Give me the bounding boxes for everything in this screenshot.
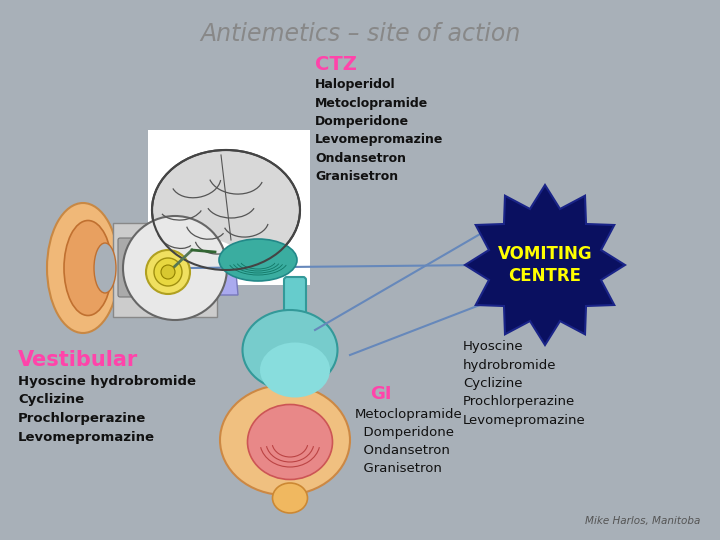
Polygon shape [465,185,625,345]
Ellipse shape [243,310,338,390]
Ellipse shape [64,220,112,315]
Text: CTZ: CTZ [315,55,357,74]
Text: Mike Harlos, Manitoba: Mike Harlos, Manitoba [585,516,700,526]
Ellipse shape [94,243,116,293]
FancyBboxPatch shape [284,277,306,343]
Text: Antiemetics – site of action: Antiemetics – site of action [200,22,520,46]
Ellipse shape [260,342,330,397]
Text: VOMITING
CENTRE: VOMITING CENTRE [498,245,593,285]
Circle shape [161,265,175,279]
Ellipse shape [152,150,300,270]
Text: Hyoscine
hydrobromide
Cyclizine
Prochlorperazine
Levomepromazine: Hyoscine hydrobromide Cyclizine Prochlor… [463,340,586,427]
Ellipse shape [220,385,350,495]
FancyBboxPatch shape [148,130,310,285]
FancyBboxPatch shape [113,223,217,317]
Circle shape [154,258,182,286]
FancyBboxPatch shape [118,238,140,297]
Ellipse shape [47,203,119,333]
Ellipse shape [248,404,333,480]
Ellipse shape [219,239,297,281]
FancyBboxPatch shape [138,248,154,292]
Text: Hyoscine hydrobromide
Cyclizine
Prochlorperazine
Levomepromazine: Hyoscine hydrobromide Cyclizine Prochlor… [18,375,196,443]
Text: Vestibular: Vestibular [18,350,138,370]
Text: GI: GI [370,385,392,403]
Text: Haloperidol
Metoclopramide
Domperidone
Levomepromazine
Ondansetron
Granisetron: Haloperidol Metoclopramide Domperidone L… [315,78,444,184]
Ellipse shape [272,483,307,513]
Text: Metoclopramide
  Domperidone
  Ondansetron
  Granisetron: Metoclopramide Domperidone Ondansetron G… [355,408,463,475]
Polygon shape [214,250,238,295]
Ellipse shape [186,240,236,270]
Circle shape [146,250,190,294]
Circle shape [123,216,227,320]
